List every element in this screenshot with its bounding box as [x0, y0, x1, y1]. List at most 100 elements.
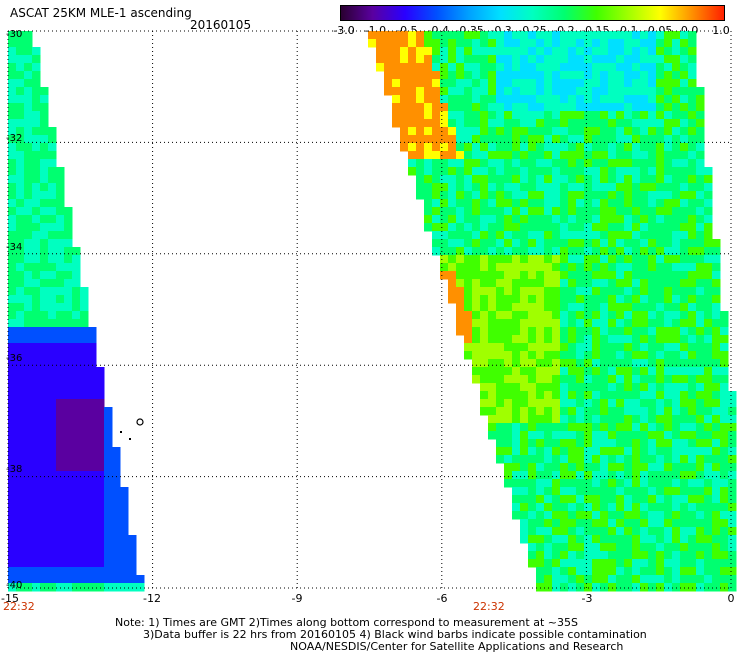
- data-cell: [616, 103, 625, 112]
- data-cell: [656, 359, 665, 368]
- data-cell: [544, 543, 553, 552]
- data-cell: [488, 287, 497, 296]
- data-cell: [720, 527, 729, 536]
- data-cell: [688, 143, 697, 152]
- data-cell: [680, 319, 689, 328]
- data-cell: [624, 407, 633, 416]
- data-cell: [632, 351, 641, 360]
- data-cell: [8, 535, 17, 544]
- data-cell: [80, 423, 89, 432]
- data-cell: [496, 279, 505, 288]
- data-cell: [536, 399, 545, 408]
- data-cell: [424, 127, 433, 136]
- data-cell: [608, 319, 617, 328]
- data-cell: [560, 319, 569, 328]
- data-cell: [504, 375, 513, 384]
- data-cell: [64, 311, 73, 320]
- data-cell: [592, 551, 601, 560]
- data-cell: [576, 439, 585, 448]
- data-cell: [456, 239, 465, 248]
- data-cell: [24, 103, 33, 112]
- data-cell: [680, 295, 689, 304]
- data-cell: [456, 39, 465, 48]
- data-cell: [488, 239, 497, 248]
- data-cell: [456, 31, 465, 40]
- data-cell: [552, 119, 561, 128]
- data-cell: [648, 471, 657, 480]
- data-cell: [432, 167, 441, 176]
- data-cell: [32, 359, 41, 368]
- data-cell: [512, 47, 521, 56]
- data-cell: [472, 191, 481, 200]
- data-cell: [640, 63, 649, 72]
- data-cell: [24, 159, 33, 168]
- data-cell: [712, 295, 721, 304]
- data-cell: [592, 423, 601, 432]
- data-cell: [24, 263, 33, 272]
- data-cell: [88, 399, 97, 408]
- data-cell: [88, 407, 97, 416]
- data-cell: [480, 95, 489, 104]
- data-cell: [672, 311, 681, 320]
- data-cell: [576, 127, 585, 136]
- data-cell: [64, 543, 73, 552]
- data-cell: [528, 143, 537, 152]
- data-cell: [64, 295, 73, 304]
- data-cell: [576, 567, 585, 576]
- data-cell: [8, 519, 17, 528]
- data-cell: [672, 79, 681, 88]
- data-cell: [16, 143, 25, 152]
- data-cell: [16, 415, 25, 424]
- data-cell: [544, 479, 553, 488]
- data-cell: [56, 327, 65, 336]
- data-cell: [656, 79, 665, 88]
- data-cell: [648, 263, 657, 272]
- data-cell: [688, 575, 697, 584]
- data-cell: [712, 407, 721, 416]
- data-cell: [536, 103, 545, 112]
- data-cell: [112, 575, 121, 584]
- data-cell: [32, 407, 41, 416]
- data-cell: [712, 335, 721, 344]
- data-cell: [544, 487, 553, 496]
- data-cell: [584, 367, 593, 376]
- data-cell: [624, 327, 633, 336]
- data-cell: [80, 431, 89, 440]
- data-cell: [512, 231, 521, 240]
- data-cell: [96, 583, 105, 592]
- data-cell: [16, 167, 25, 176]
- data-cell: [656, 127, 665, 136]
- data-cell: [528, 447, 537, 456]
- data-cell: [40, 575, 49, 584]
- data-cell: [640, 431, 649, 440]
- data-cell: [576, 575, 585, 584]
- data-cell: [592, 495, 601, 504]
- data-cell: [48, 519, 57, 528]
- data-cell: [376, 39, 385, 48]
- data-cell: [552, 127, 561, 136]
- data-cell: [632, 559, 641, 568]
- data-cell: [440, 167, 449, 176]
- data-cell: [680, 231, 689, 240]
- data-cell: [128, 551, 137, 560]
- data-cell: [48, 463, 57, 472]
- data-cell: [696, 543, 705, 552]
- data-cell: [528, 383, 537, 392]
- data-cell: [16, 71, 25, 80]
- data-cell: [664, 583, 673, 592]
- data-cell: [88, 471, 97, 480]
- data-cell: [632, 415, 641, 424]
- data-cell: [424, 119, 433, 128]
- data-cell: [24, 439, 33, 448]
- data-cell: [544, 575, 553, 584]
- data-cell: [600, 79, 609, 88]
- data-cell: [648, 455, 657, 464]
- data-cell: [640, 295, 649, 304]
- data-cell: [664, 447, 673, 456]
- data-cell: [600, 31, 609, 40]
- data-cell: [592, 111, 601, 120]
- data-cell: [680, 503, 689, 512]
- data-cell: [664, 247, 673, 256]
- data-cell: [568, 335, 577, 344]
- data-cell: [64, 415, 73, 424]
